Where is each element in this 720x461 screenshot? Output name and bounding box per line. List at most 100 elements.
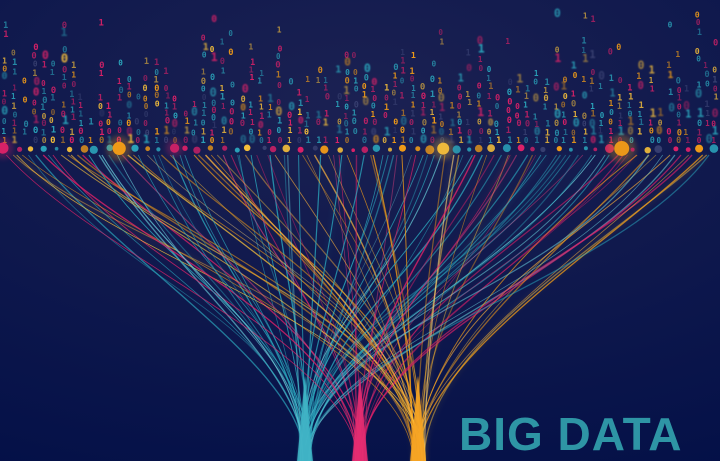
svg-text:1: 1 bbox=[457, 110, 462, 120]
svg-text:1: 1 bbox=[675, 50, 680, 59]
svg-text:1: 1 bbox=[523, 128, 528, 137]
svg-text:0: 0 bbox=[362, 136, 367, 146]
svg-text:1: 1 bbox=[581, 46, 586, 55]
svg-text:1: 1 bbox=[323, 117, 329, 128]
svg-text:1: 1 bbox=[70, 106, 75, 115]
svg-text:0: 0 bbox=[49, 116, 54, 125]
svg-text:0: 0 bbox=[466, 63, 472, 74]
svg-text:1: 1 bbox=[685, 135, 690, 145]
svg-text:1: 1 bbox=[250, 73, 255, 82]
svg-text:1: 1 bbox=[220, 38, 225, 47]
svg-text:0: 0 bbox=[267, 128, 272, 137]
svg-text:0: 0 bbox=[400, 126, 405, 136]
svg-text:0: 0 bbox=[676, 111, 681, 120]
svg-text:1: 1 bbox=[298, 99, 303, 109]
svg-text:0: 0 bbox=[119, 86, 124, 96]
svg-text:0: 0 bbox=[400, 114, 407, 128]
svg-text:0: 0 bbox=[126, 118, 131, 128]
svg-text:0: 0 bbox=[400, 76, 405, 85]
svg-text:0: 0 bbox=[638, 58, 645, 72]
svg-text:0: 0 bbox=[259, 136, 264, 145]
svg-text:0: 0 bbox=[432, 60, 437, 69]
svg-text:1: 1 bbox=[650, 106, 657, 120]
svg-text:1: 1 bbox=[392, 136, 397, 145]
svg-text:1: 1 bbox=[487, 92, 492, 101]
svg-text:0: 0 bbox=[106, 118, 111, 127]
svg-text:1: 1 bbox=[267, 110, 272, 120]
svg-text:1: 1 bbox=[345, 94, 350, 103]
svg-text:1: 1 bbox=[617, 93, 622, 103]
svg-text:0: 0 bbox=[345, 77, 350, 87]
big-data-title: BIG DATA bbox=[459, 408, 683, 460]
svg-text:1: 1 bbox=[477, 105, 484, 119]
svg-text:0: 0 bbox=[24, 120, 29, 130]
svg-text:0: 0 bbox=[384, 93, 389, 102]
svg-text:0: 0 bbox=[154, 91, 159, 101]
svg-text:0: 0 bbox=[650, 135, 655, 145]
svg-text:1: 1 bbox=[697, 80, 702, 90]
svg-text:1: 1 bbox=[42, 87, 47, 96]
svg-text:1: 1 bbox=[466, 135, 472, 146]
svg-text:0: 0 bbox=[712, 66, 717, 75]
svg-text:0: 0 bbox=[2, 63, 7, 73]
svg-text:0: 0 bbox=[41, 119, 46, 129]
svg-text:1: 1 bbox=[353, 77, 358, 86]
svg-text:1: 1 bbox=[287, 136, 292, 145]
svg-text:0: 0 bbox=[127, 91, 132, 100]
svg-text:0: 0 bbox=[229, 117, 234, 127]
svg-text:1: 1 bbox=[78, 92, 83, 102]
svg-text:0: 0 bbox=[11, 49, 16, 58]
svg-text:1: 1 bbox=[697, 129, 702, 139]
svg-text:1: 1 bbox=[288, 118, 293, 127]
svg-text:0: 0 bbox=[172, 94, 177, 103]
svg-text:0: 0 bbox=[337, 117, 342, 126]
svg-text:1: 1 bbox=[69, 128, 74, 138]
svg-text:1: 1 bbox=[571, 89, 576, 99]
svg-text:0: 0 bbox=[201, 77, 206, 87]
svg-text:0: 0 bbox=[51, 108, 56, 117]
svg-text:1: 1 bbox=[117, 94, 122, 104]
svg-text:1: 1 bbox=[11, 102, 16, 112]
svg-text:0: 0 bbox=[590, 135, 596, 146]
svg-text:1: 1 bbox=[488, 82, 493, 92]
svg-text:0: 0 bbox=[438, 91, 445, 105]
svg-text:1: 1 bbox=[609, 74, 614, 84]
svg-text:1: 1 bbox=[545, 135, 550, 145]
svg-text:1: 1 bbox=[370, 84, 375, 94]
svg-text:0: 0 bbox=[241, 94, 246, 104]
svg-text:1: 1 bbox=[220, 136, 225, 145]
svg-text:0: 0 bbox=[666, 128, 671, 138]
svg-text:1: 1 bbox=[450, 118, 456, 129]
svg-text:1: 1 bbox=[563, 127, 568, 137]
svg-text:1: 1 bbox=[316, 135, 321, 145]
svg-text:1: 1 bbox=[668, 70, 674, 81]
svg-text:0: 0 bbox=[649, 125, 654, 135]
svg-text:0: 0 bbox=[164, 136, 169, 146]
svg-text:1: 1 bbox=[712, 76, 717, 86]
svg-text:1: 1 bbox=[12, 58, 17, 68]
svg-text:1: 1 bbox=[362, 91, 367, 101]
svg-text:1: 1 bbox=[409, 67, 414, 77]
svg-text:0: 0 bbox=[555, 45, 560, 54]
svg-text:0: 0 bbox=[62, 65, 67, 75]
svg-text:0: 0 bbox=[98, 118, 103, 128]
svg-text:0: 0 bbox=[561, 99, 566, 109]
svg-text:1: 1 bbox=[202, 100, 207, 110]
svg-text:0: 0 bbox=[677, 128, 682, 138]
svg-text:1: 1 bbox=[704, 100, 710, 110]
svg-text:1: 1 bbox=[71, 113, 76, 123]
svg-text:1: 1 bbox=[650, 84, 655, 94]
svg-text:1: 1 bbox=[411, 100, 416, 109]
svg-text:1: 1 bbox=[3, 21, 8, 31]
svg-text:1: 1 bbox=[40, 103, 45, 113]
svg-text:1: 1 bbox=[478, 41, 485, 55]
svg-text:0: 0 bbox=[476, 91, 481, 100]
svg-text:0: 0 bbox=[143, 83, 148, 93]
svg-text:0: 0 bbox=[706, 132, 713, 146]
svg-text:0: 0 bbox=[712, 106, 719, 120]
svg-text:0: 0 bbox=[337, 93, 342, 103]
svg-text:1: 1 bbox=[598, 82, 603, 91]
svg-text:0: 0 bbox=[154, 84, 159, 94]
svg-text:0: 0 bbox=[516, 119, 521, 129]
binary-rain-layer: 1100010011111101111101000001000010000100… bbox=[1, 6, 718, 146]
